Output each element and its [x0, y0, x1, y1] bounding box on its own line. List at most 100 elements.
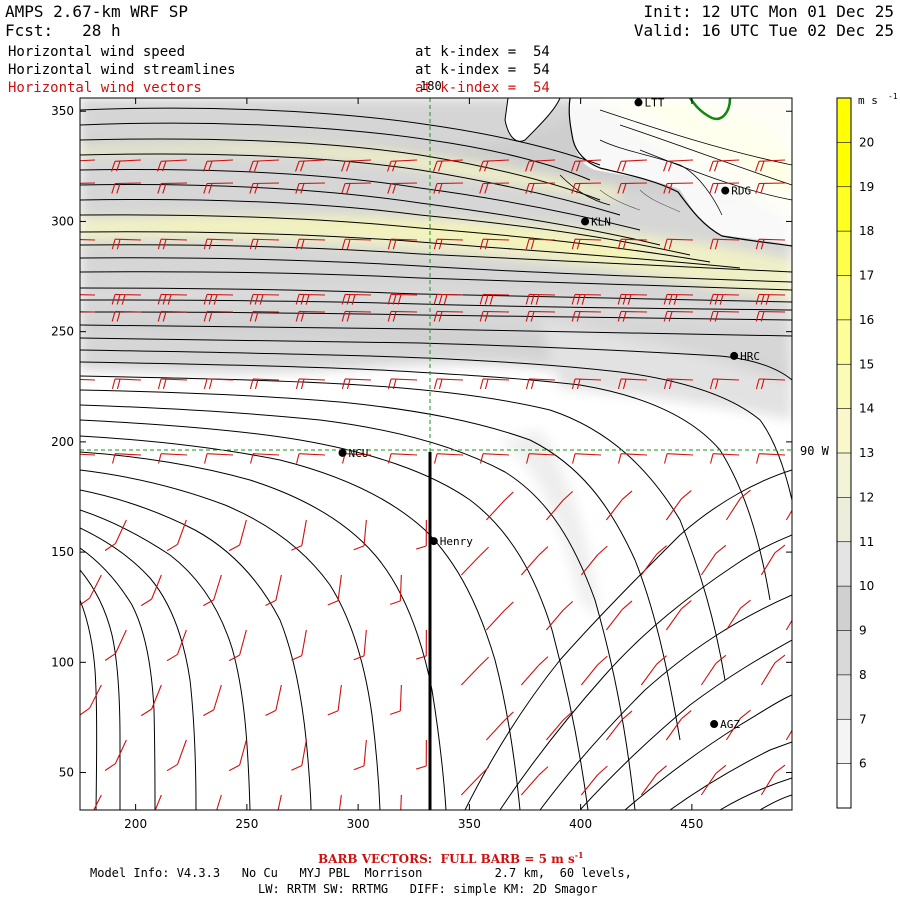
barb-shaft — [528, 310, 556, 313]
barb-feather — [203, 709, 214, 717]
barb-feather — [668, 294, 673, 305]
barb-feather — [291, 655, 303, 661]
barb-shaft — [666, 182, 694, 185]
colorbar-swatch — [837, 364, 851, 409]
barb-shaft — [460, 665, 480, 686]
barb-feather — [433, 161, 438, 172]
barb-shaft — [482, 310, 510, 313]
barb-feather — [392, 294, 397, 305]
barb-feather — [576, 160, 581, 172]
barb-feather — [71, 239, 74, 249]
barb-feather — [484, 311, 489, 322]
barb-shaft — [713, 453, 740, 456]
barb-feather — [668, 379, 673, 390]
barb-shaft — [115, 159, 142, 162]
station-label-rdg: RDG — [731, 185, 751, 198]
barb-feather — [503, 491, 514, 502]
barb-feather — [525, 311, 530, 322]
barb-feather — [66, 294, 69, 304]
model-info: Model Info: V4.3.3 No Cu MYJ PBL Morriso… — [90, 866, 632, 880]
barb-feather — [617, 183, 622, 194]
barb-feather — [740, 599, 751, 609]
barb-feather — [208, 239, 213, 250]
barb-feather — [203, 161, 208, 172]
barb-feather — [525, 239, 530, 250]
barb-feather — [208, 294, 213, 305]
y-tick-label: 350 — [51, 104, 74, 118]
barb-shaft — [528, 238, 556, 241]
barb-shaft — [213, 574, 222, 601]
barb-feather — [416, 765, 427, 770]
barb-feather — [167, 294, 172, 305]
barb-feather — [617, 311, 622, 322]
barb-feather — [709, 378, 714, 389]
barb-feather — [204, 453, 208, 464]
barb-shaft — [80, 378, 96, 381]
barb-shaft — [785, 729, 792, 741]
barb-feather — [111, 239, 116, 250]
colorbar-swatch — [837, 319, 851, 365]
barb-shaft — [760, 662, 776, 686]
forecast-hour: Fcst: 28 h — [5, 21, 121, 40]
colorbar-label: 7 — [859, 712, 867, 726]
barb-shaft — [114, 182, 142, 185]
barb-feather — [484, 239, 489, 250]
barb-shaft — [712, 238, 740, 241]
barb-shaft — [640, 553, 658, 576]
barb-shaft — [176, 739, 187, 765]
barb-feather — [479, 183, 484, 194]
barb-feather — [397, 294, 402, 305]
barb-shaft — [207, 159, 234, 162]
barb-feather — [479, 378, 484, 389]
barb-shaft — [760, 552, 776, 576]
barb-feather — [668, 183, 673, 194]
field-level-streamlines: at k-index = 54 — [415, 62, 550, 78]
barb-feather — [622, 160, 627, 172]
barb-feather — [208, 160, 213, 172]
init-time: Init: 12 UTC Mon 01 Dec 25 — [643, 2, 894, 21]
barb-shaft — [436, 238, 464, 241]
barb-shaft — [345, 159, 372, 162]
barb-feather — [800, 710, 810, 718]
barb-feather — [538, 766, 549, 776]
barb-feather — [295, 311, 300, 322]
barb-shaft — [759, 159, 786, 162]
barb-feather — [709, 239, 714, 250]
barb-feather — [622, 183, 627, 194]
streamlines — [80, 107, 792, 810]
barb-shaft — [575, 159, 602, 162]
barb-shaft — [206, 238, 234, 241]
barb-feather — [663, 311, 668, 322]
barb-shaft — [605, 499, 623, 521]
barb-feather — [571, 183, 576, 194]
station-dot-rdg — [721, 186, 730, 195]
barb-shaft — [528, 182, 556, 185]
barb-shaft — [206, 182, 234, 185]
barb-feather — [621, 710, 633, 720]
barb-shaft — [363, 519, 367, 546]
colorbar-label: 10 — [859, 579, 874, 593]
barb-shaft — [80, 182, 96, 184]
barb-feather — [484, 379, 489, 390]
barb-shaft — [399, 684, 402, 712]
barb-feather — [71, 379, 74, 389]
barb-feather — [104, 763, 116, 771]
barb-feather — [664, 453, 668, 464]
barb-feather — [526, 453, 530, 464]
barb-shaft — [275, 574, 282, 601]
barb-feather — [571, 161, 576, 172]
barb-feather — [162, 294, 167, 305]
barb-shaft — [298, 378, 326, 381]
barb-shaft — [620, 378, 648, 381]
colorbar-label: 8 — [859, 668, 867, 682]
barb-shaft — [665, 608, 682, 631]
barb-feather — [295, 239, 300, 250]
barb-feather — [166, 543, 178, 552]
colorbar-label: 19 — [859, 180, 874, 194]
barb-shaft — [485, 720, 505, 741]
barb-feather — [346, 379, 351, 390]
barb-feather — [291, 765, 303, 771]
barb-feather — [530, 379, 535, 390]
barb-feather — [116, 379, 121, 390]
barb-feather — [478, 766, 490, 777]
